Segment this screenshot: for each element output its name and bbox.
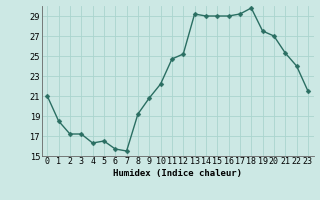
- X-axis label: Humidex (Indice chaleur): Humidex (Indice chaleur): [113, 169, 242, 178]
